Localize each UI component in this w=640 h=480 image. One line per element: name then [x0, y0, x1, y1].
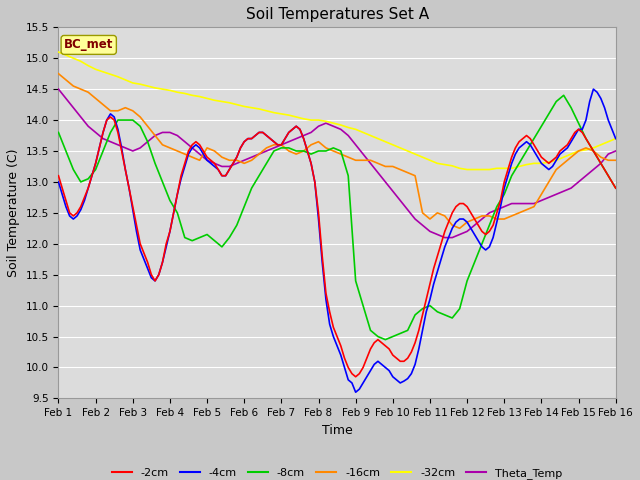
- Y-axis label: Soil Temperature (C): Soil Temperature (C): [7, 149, 20, 277]
- Title: Soil Temperatures Set A: Soil Temperatures Set A: [246, 7, 429, 22]
- Text: BC_met: BC_met: [64, 38, 113, 51]
- Legend: -2cm, -4cm, -8cm, -16cm, -32cm, Theta_Temp: -2cm, -4cm, -8cm, -16cm, -32cm, Theta_Te…: [108, 463, 567, 480]
- X-axis label: Time: Time: [322, 424, 353, 437]
